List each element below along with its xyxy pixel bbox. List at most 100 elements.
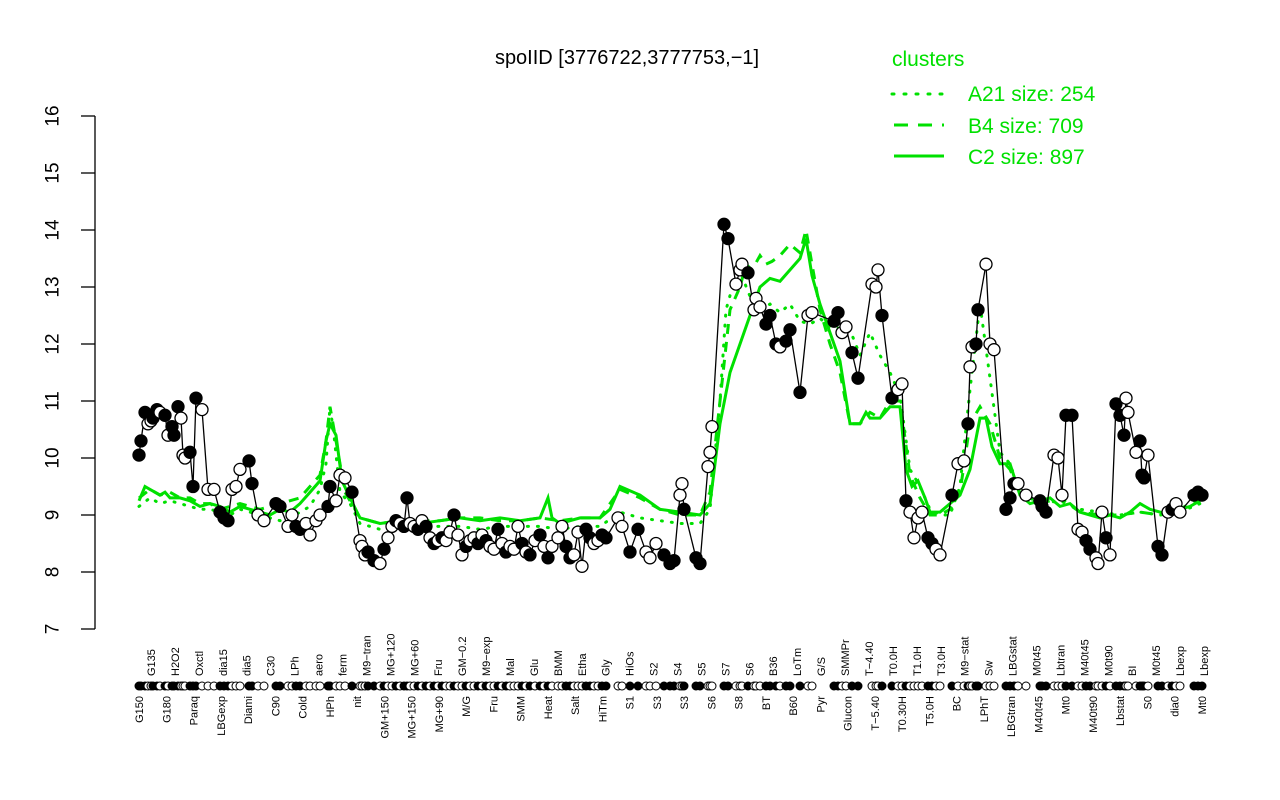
filled-point bbox=[721, 231, 735, 246]
x-tick-label: B36 bbox=[768, 656, 780, 676]
x-tick-label: Lbexp bbox=[1199, 646, 1211, 676]
open-point bbox=[869, 280, 883, 294]
y-tick-label: 12 bbox=[43, 333, 64, 354]
open-point bbox=[373, 556, 387, 571]
x-tick-label: dia5 bbox=[242, 655, 254, 676]
strip-marker bbox=[935, 681, 945, 691]
open-point bbox=[233, 462, 247, 477]
x-tick-label: C90 bbox=[270, 696, 282, 716]
legend-entry-c2: C2 size: 897 bbox=[968, 146, 1085, 169]
x-tick-label: Cold bbox=[298, 696, 310, 719]
filled-point bbox=[971, 303, 985, 317]
x-tick-label: HiOs bbox=[625, 651, 637, 676]
x-tick-label: LBGtran bbox=[1006, 696, 1018, 737]
filled-point bbox=[1039, 505, 1053, 519]
open-point bbox=[313, 508, 327, 522]
filled-point bbox=[541, 551, 555, 565]
filled-point bbox=[667, 553, 681, 568]
x-tick-label: S7 bbox=[720, 663, 732, 676]
filled-point bbox=[717, 217, 731, 231]
strip-marker bbox=[1175, 681, 1185, 691]
open-point bbox=[1103, 548, 1117, 562]
strip-marker bbox=[853, 681, 863, 691]
filled-point bbox=[945, 488, 959, 502]
open-point bbox=[705, 419, 719, 434]
strip-marker bbox=[1013, 681, 1023, 691]
y-tick-label: 16 bbox=[43, 105, 64, 126]
open-point bbox=[511, 519, 525, 534]
filled-point bbox=[793, 385, 807, 400]
x-tick-label: aero bbox=[314, 654, 326, 676]
x-tick-label: M40t90 bbox=[1088, 696, 1100, 733]
open-point bbox=[303, 528, 317, 542]
open-point bbox=[1119, 391, 1133, 405]
strip-marker bbox=[1123, 681, 1133, 691]
x-tick-label: M9−tran bbox=[361, 635, 373, 676]
x-tick-label: Sw bbox=[984, 661, 996, 676]
strip-marker bbox=[275, 681, 285, 691]
open-point bbox=[957, 454, 971, 468]
filled-point bbox=[631, 522, 645, 536]
open-point bbox=[907, 531, 921, 545]
x-tick-label: T0.0H bbox=[888, 646, 900, 676]
x-tick-label: S3 bbox=[679, 696, 691, 709]
x-axis-labels: G135 H2O2 Oxctl dia15 dia5 C30 LPh aero ferm M9−t… bbox=[134, 634, 1211, 739]
x-tick-label: Glu bbox=[529, 659, 541, 676]
open-point bbox=[839, 320, 853, 334]
x-tick-label: S5 bbox=[696, 663, 708, 676]
strip-marker bbox=[651, 681, 661, 691]
x-tick-label: HiTm bbox=[597, 696, 609, 722]
x-tick-label: Fru bbox=[433, 660, 445, 677]
x-tick-label: Lbtran bbox=[1055, 645, 1067, 676]
legend-entry-b4: B4 size: 709 bbox=[968, 115, 1084, 138]
y-tick-label: 11 bbox=[43, 391, 64, 411]
filled-point bbox=[851, 371, 865, 385]
open-point bbox=[451, 528, 465, 542]
strip-marker bbox=[235, 681, 245, 691]
x-tick-label: ferm bbox=[337, 654, 349, 676]
filled-point bbox=[533, 528, 547, 542]
x-tick-label: SMM bbox=[516, 696, 528, 722]
open-point bbox=[729, 277, 743, 291]
filled-point bbox=[273, 499, 287, 514]
filled-point bbox=[623, 545, 637, 559]
filled-point bbox=[783, 323, 797, 337]
filled-point bbox=[245, 476, 259, 491]
open-point bbox=[229, 479, 243, 494]
cluster-lines bbox=[137, 229, 1202, 531]
x-tick-label: Diami bbox=[243, 696, 255, 724]
open-point bbox=[1095, 505, 1109, 519]
filled-point bbox=[1195, 488, 1209, 502]
legend-entry-a21: A21 size: 254 bbox=[968, 83, 1096, 106]
x-tick-label: Etha bbox=[577, 652, 589, 676]
open-point bbox=[1173, 505, 1187, 519]
x-tick-label: M9−stat bbox=[960, 637, 972, 676]
x-tick-label: BI bbox=[1127, 666, 1139, 676]
cluster-line-solid bbox=[137, 238, 1201, 526]
open-point bbox=[753, 300, 767, 314]
open-point bbox=[1121, 405, 1135, 420]
chart-title: spoIID [3776722,3777753,−1] bbox=[495, 47, 759, 69]
y-tick-label: 9 bbox=[43, 510, 64, 521]
x-tick-label: HPh bbox=[325, 696, 337, 717]
filled-point bbox=[400, 491, 414, 505]
x-tick-label: LPhT bbox=[979, 696, 991, 723]
x-tick-label: Paraq bbox=[189, 696, 201, 725]
open-point bbox=[701, 459, 715, 474]
strip-marker bbox=[1021, 681, 1031, 691]
strip-marker bbox=[633, 681, 643, 691]
x-tick-label: S8 bbox=[734, 696, 746, 709]
strip-marker bbox=[695, 681, 705, 691]
y-tick-label: 13 bbox=[43, 276, 64, 297]
x-tick-label: S2 bbox=[649, 663, 661, 676]
y-tick-label: 10 bbox=[43, 447, 64, 468]
strip-marker bbox=[625, 681, 635, 691]
y-tick-label: 8 bbox=[43, 567, 64, 578]
strip-marker bbox=[989, 681, 999, 691]
filled-point bbox=[677, 502, 691, 516]
x-tick-label: Mal bbox=[505, 658, 517, 676]
filled-point bbox=[831, 305, 845, 320]
x-tick-label: Mt0 bbox=[1061, 696, 1073, 714]
x-tick-label: BC bbox=[952, 696, 964, 711]
x-tick-label: T−5.40 bbox=[870, 696, 882, 731]
